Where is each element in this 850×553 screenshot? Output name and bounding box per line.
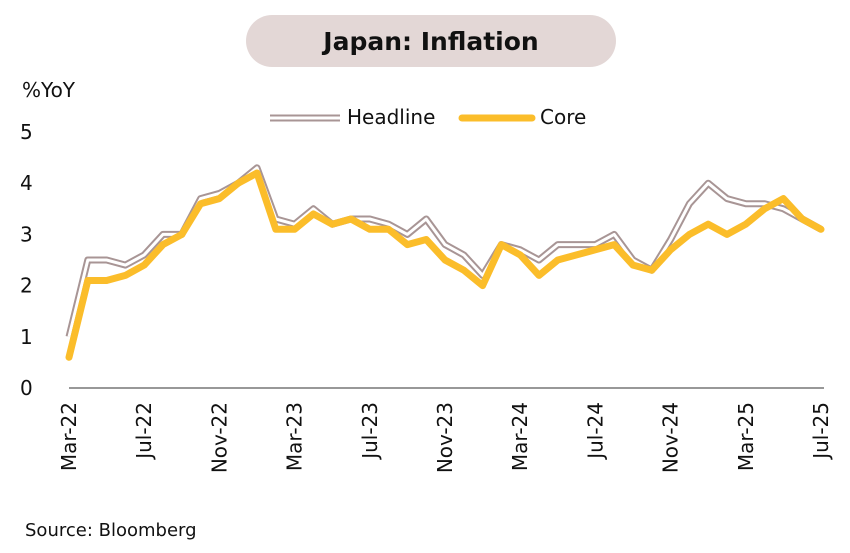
legend-label-headline: Headline [347,105,435,129]
series-line-headline-inner [67,166,822,338]
y-tick-label: 1 [20,325,33,349]
series-line-headline [65,164,823,338]
series-lines [65,164,825,361]
x-tick-label: Jul-23 [358,402,382,461]
y-axis-unit-label: %YoY [22,78,76,102]
x-tick-label: Jul-24 [583,402,607,461]
x-tick-label: Mar-25 [734,402,758,471]
legend-label-core: Core [540,105,586,129]
series-line-core [65,169,825,361]
x-tick-label: Nov-23 [433,402,457,473]
x-tick-label: Jul-25 [809,402,833,461]
x-tick-label: Mar-22 [57,402,81,471]
y-tick-label: 3 [20,222,33,246]
x-tick-label: Mar-24 [508,402,532,471]
x-tick-label: Mar-23 [283,402,307,471]
x-tick-label: Nov-24 [659,402,683,473]
legend: Headline Core [270,105,586,129]
y-tick-label: 0 [20,376,33,400]
y-axis: 0 1 2 3 4 5 [20,120,33,400]
y-tick-label: 2 [20,274,33,298]
chart-title: Japan: Inflation [246,15,616,67]
y-tick-label: 4 [20,171,33,195]
x-tick-label: Nov-22 [207,402,231,473]
source-note: Source: Bloomberg [25,520,197,541]
x-tick-label: Jul-22 [132,402,156,461]
y-tick-label: 5 [20,120,33,144]
x-axis: Mar-22 Jul-22 Nov-22 Mar-23 Jul-23 Nov-23 Mar-… [57,402,833,473]
